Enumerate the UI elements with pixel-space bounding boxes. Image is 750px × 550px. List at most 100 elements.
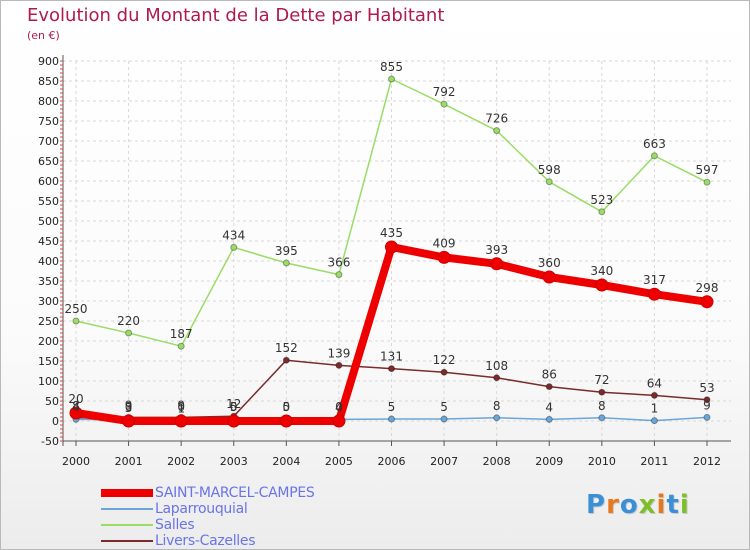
- data-label: 250: [65, 302, 88, 316]
- legend-label: Salles: [155, 517, 195, 533]
- data-label: 792: [433, 85, 456, 99]
- data-point: [598, 208, 606, 216]
- data-label: 0: [335, 400, 343, 414]
- data-point: [545, 383, 553, 391]
- data-point: [437, 250, 451, 264]
- data-label: 1: [177, 402, 185, 416]
- y-tick-label: 650: [38, 155, 59, 168]
- y-tick-label: 200: [38, 335, 59, 348]
- chart-title: Evolution du Montant de la Dette par Hab…: [27, 5, 445, 26]
- data-label: 8: [598, 399, 606, 413]
- data-label: 9: [177, 398, 185, 412]
- proxiti-logo: Proxiti: [586, 490, 690, 520]
- data-point: [542, 270, 556, 284]
- data-label: 122: [433, 353, 456, 367]
- y-tick-label: 700: [38, 135, 59, 148]
- data-point: [493, 374, 501, 382]
- legend-label: SAINT-MARCEL-CAMPES: [155, 485, 315, 501]
- data-label: 9: [125, 398, 133, 412]
- data-point: [440, 368, 448, 376]
- legend-item: Salles: [101, 517, 314, 533]
- data-point: [125, 329, 133, 337]
- x-tick-label: 2001: [115, 455, 143, 468]
- legend-swatch: [101, 489, 153, 497]
- data-label: 855: [380, 60, 403, 74]
- data-label: 5: [388, 400, 396, 414]
- data-label: 108: [485, 359, 508, 373]
- data-label: 9: [703, 398, 711, 412]
- legend-label: Livers-Cazelles: [155, 533, 256, 549]
- data-label: 663: [643, 137, 666, 151]
- x-tick-label: 2011: [640, 455, 668, 468]
- data-point: [440, 100, 448, 108]
- y-tick-label: 900: [38, 55, 59, 68]
- y-tick-label: 500: [38, 215, 59, 228]
- data-label: 298: [696, 281, 719, 295]
- x-tick-label: 2005: [325, 455, 353, 468]
- data-point: [282, 356, 290, 364]
- data-point: [700, 295, 714, 309]
- y-tick-label: 150: [38, 355, 59, 368]
- y-tick-label: 550: [38, 195, 59, 208]
- legend-item: Laparrouquial: [101, 501, 314, 517]
- legend-item: Livers-Cazelles: [101, 533, 314, 549]
- data-point: [335, 361, 343, 369]
- data-point: [279, 414, 293, 428]
- data-point: [230, 243, 238, 251]
- y-tick-label: 50: [45, 395, 59, 408]
- data-label: 4: [335, 400, 343, 414]
- data-label: 598: [538, 163, 561, 177]
- data-point: [703, 396, 711, 404]
- data-label: 64: [647, 376, 662, 390]
- data-point: [440, 415, 448, 423]
- x-tick-label: 2004: [272, 455, 300, 468]
- data-label: 360: [538, 256, 561, 270]
- y-tick-label: 350: [38, 275, 59, 288]
- legend-swatch: [101, 524, 153, 526]
- data-point: [598, 414, 606, 422]
- data-point: [388, 75, 395, 83]
- data-point: [703, 413, 711, 421]
- data-point: [282, 259, 290, 267]
- data-point: [227, 414, 241, 428]
- data-label: 409: [433, 236, 456, 250]
- data-label: 4: [545, 400, 553, 414]
- data-label: 72: [594, 373, 609, 387]
- data-label: 0: [125, 400, 133, 414]
- data-label: 395: [275, 244, 298, 258]
- data-point: [647, 287, 661, 301]
- y-tick-label: 450: [38, 235, 59, 248]
- data-label: 86: [542, 368, 557, 382]
- data-point: [545, 178, 553, 186]
- data-point: [69, 406, 83, 420]
- data-label: 317: [643, 273, 666, 287]
- y-tick-label: 300: [38, 295, 59, 308]
- data-point: [177, 342, 185, 350]
- legend-swatch: [101, 508, 153, 510]
- legend-label: Laparrouquial: [155, 501, 248, 517]
- data-label: 5: [283, 400, 291, 414]
- data-label: 53: [699, 381, 714, 395]
- chart-legend: SAINT-MARCEL-CAMPES Laparrouquial Salles Li…: [101, 485, 315, 549]
- data-point: [493, 127, 501, 135]
- data-point: [388, 365, 395, 373]
- x-tick-label: 2008: [483, 455, 511, 468]
- data-point: [72, 317, 80, 325]
- data-label: 434: [222, 228, 245, 242]
- x-tick-label: 2009: [535, 455, 563, 468]
- chart-unit-label: (en €): [27, 29, 60, 42]
- data-label: 5: [440, 400, 448, 414]
- data-label: 4: [72, 400, 80, 414]
- data-point: [122, 414, 136, 428]
- data-point: [595, 278, 609, 292]
- data-label: 0: [177, 400, 185, 414]
- y-tick-label: 100: [38, 375, 59, 388]
- x-tick-label: 2006: [378, 455, 406, 468]
- y-tick-label: 400: [38, 255, 59, 268]
- data-label: 3: [125, 401, 133, 415]
- data-label: 20: [68, 392, 83, 406]
- data-point: [650, 391, 658, 399]
- data-label: 187: [170, 327, 193, 341]
- x-tick-label: 2007: [430, 455, 458, 468]
